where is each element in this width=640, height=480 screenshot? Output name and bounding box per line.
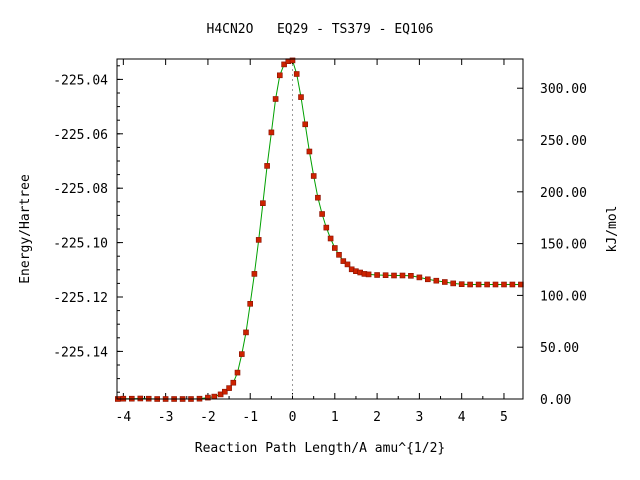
data-point bbox=[306, 148, 313, 155]
data-point bbox=[268, 129, 275, 136]
data-point bbox=[260, 200, 266, 206]
data-point bbox=[344, 261, 351, 268]
x-tick-label: 5 bbox=[500, 410, 508, 425]
y2-tick-label: 100.00 bbox=[540, 289, 587, 304]
data-point bbox=[222, 388, 228, 395]
data-point bbox=[234, 369, 241, 376]
data-point bbox=[391, 272, 397, 279]
y2-tick-label: 250.00 bbox=[540, 134, 587, 149]
data-point bbox=[211, 393, 218, 400]
data-point bbox=[336, 252, 342, 258]
data-point bbox=[310, 173, 317, 179]
x-tick-label: 0 bbox=[289, 410, 297, 425]
data-point bbox=[281, 61, 287, 68]
x-tick-label: -2 bbox=[200, 410, 216, 425]
x-tick-label: -3 bbox=[158, 410, 174, 425]
data-point bbox=[467, 281, 473, 288]
data-point bbox=[315, 194, 321, 201]
chart-title: H4CN2O EQ29 - TS379 - EQ106 bbox=[207, 22, 434, 37]
data-point bbox=[374, 272, 380, 278]
data-point bbox=[331, 245, 338, 251]
x-tick-label: 1 bbox=[331, 410, 339, 425]
data-point bbox=[492, 281, 499, 288]
data-point bbox=[484, 281, 490, 288]
y-tick-label: -225.14 bbox=[53, 345, 108, 360]
y-tick-label: -225.12 bbox=[53, 291, 108, 306]
x-axis: -4 -3 -2 -1 0 1 2 3 4 5 bbox=[116, 59, 508, 425]
x-axis-label: Reaction Path Length/A amu^{1/2} bbox=[195, 441, 445, 456]
data-point bbox=[382, 272, 389, 279]
data-point bbox=[408, 272, 414, 279]
y-tick-label: -225.06 bbox=[53, 128, 108, 143]
x-tick-label: -4 bbox=[116, 410, 132, 425]
x-tick-label: -1 bbox=[242, 410, 258, 425]
y2-tick-label: 300.00 bbox=[540, 82, 587, 97]
data-point bbox=[433, 277, 440, 284]
data-point bbox=[399, 272, 406, 279]
data-point bbox=[458, 281, 465, 288]
data-point bbox=[450, 280, 457, 287]
data-point bbox=[302, 121, 309, 128]
x-tick-label: 3 bbox=[415, 410, 423, 425]
x-tick-label: 2 bbox=[373, 410, 381, 425]
data-point bbox=[293, 71, 300, 77]
data-point bbox=[365, 271, 372, 278]
data-point bbox=[475, 281, 482, 288]
y2-axis-label: kJ/mol bbox=[605, 206, 620, 253]
data-point bbox=[205, 394, 211, 401]
data-point bbox=[441, 279, 448, 285]
data-point bbox=[272, 96, 279, 102]
data-point bbox=[416, 274, 423, 281]
data-point bbox=[327, 235, 334, 242]
data-point bbox=[340, 258, 347, 264]
data-point bbox=[226, 385, 232, 391]
y-tick-label: -225.04 bbox=[53, 73, 108, 88]
data-point bbox=[230, 379, 237, 386]
data-point bbox=[424, 276, 431, 283]
y2-tick-label: 0.00 bbox=[540, 393, 571, 408]
data-point bbox=[501, 281, 507, 288]
data-point-markers bbox=[115, 57, 524, 402]
data-point bbox=[323, 224, 330, 231]
energy-profile-line bbox=[117, 59, 521, 400]
data-point bbox=[298, 94, 304, 100]
y2-tick-label: 200.00 bbox=[540, 186, 587, 201]
data-point bbox=[289, 57, 296, 64]
y2-axis-ticks: 0.00 50.00 100.00 150.00 200.00 250.00 300.00 bbox=[517, 82, 587, 408]
data-point bbox=[243, 329, 249, 336]
data-point bbox=[239, 351, 245, 357]
y-axis: -225.04 -225.06 -225.08 -225.10 -225.12 -225.… bbox=[53, 65, 123, 393]
data-point bbox=[247, 300, 253, 307]
data-point bbox=[264, 163, 270, 169]
x-tick-label: 4 bbox=[458, 410, 466, 425]
data-point bbox=[251, 271, 258, 277]
y-tick-label: -225.10 bbox=[53, 237, 108, 252]
data-point bbox=[255, 237, 262, 243]
y2-tick-label: 150.00 bbox=[540, 238, 587, 253]
data-point bbox=[509, 281, 516, 288]
data-point bbox=[319, 211, 325, 217]
y-axis-label: Energy/Hartree bbox=[18, 174, 33, 284]
y-tick-label: -225.08 bbox=[53, 182, 108, 197]
plot-frame bbox=[116, 58, 524, 400]
y2-tick-label: 50.00 bbox=[540, 341, 579, 356]
data-point bbox=[276, 72, 283, 79]
